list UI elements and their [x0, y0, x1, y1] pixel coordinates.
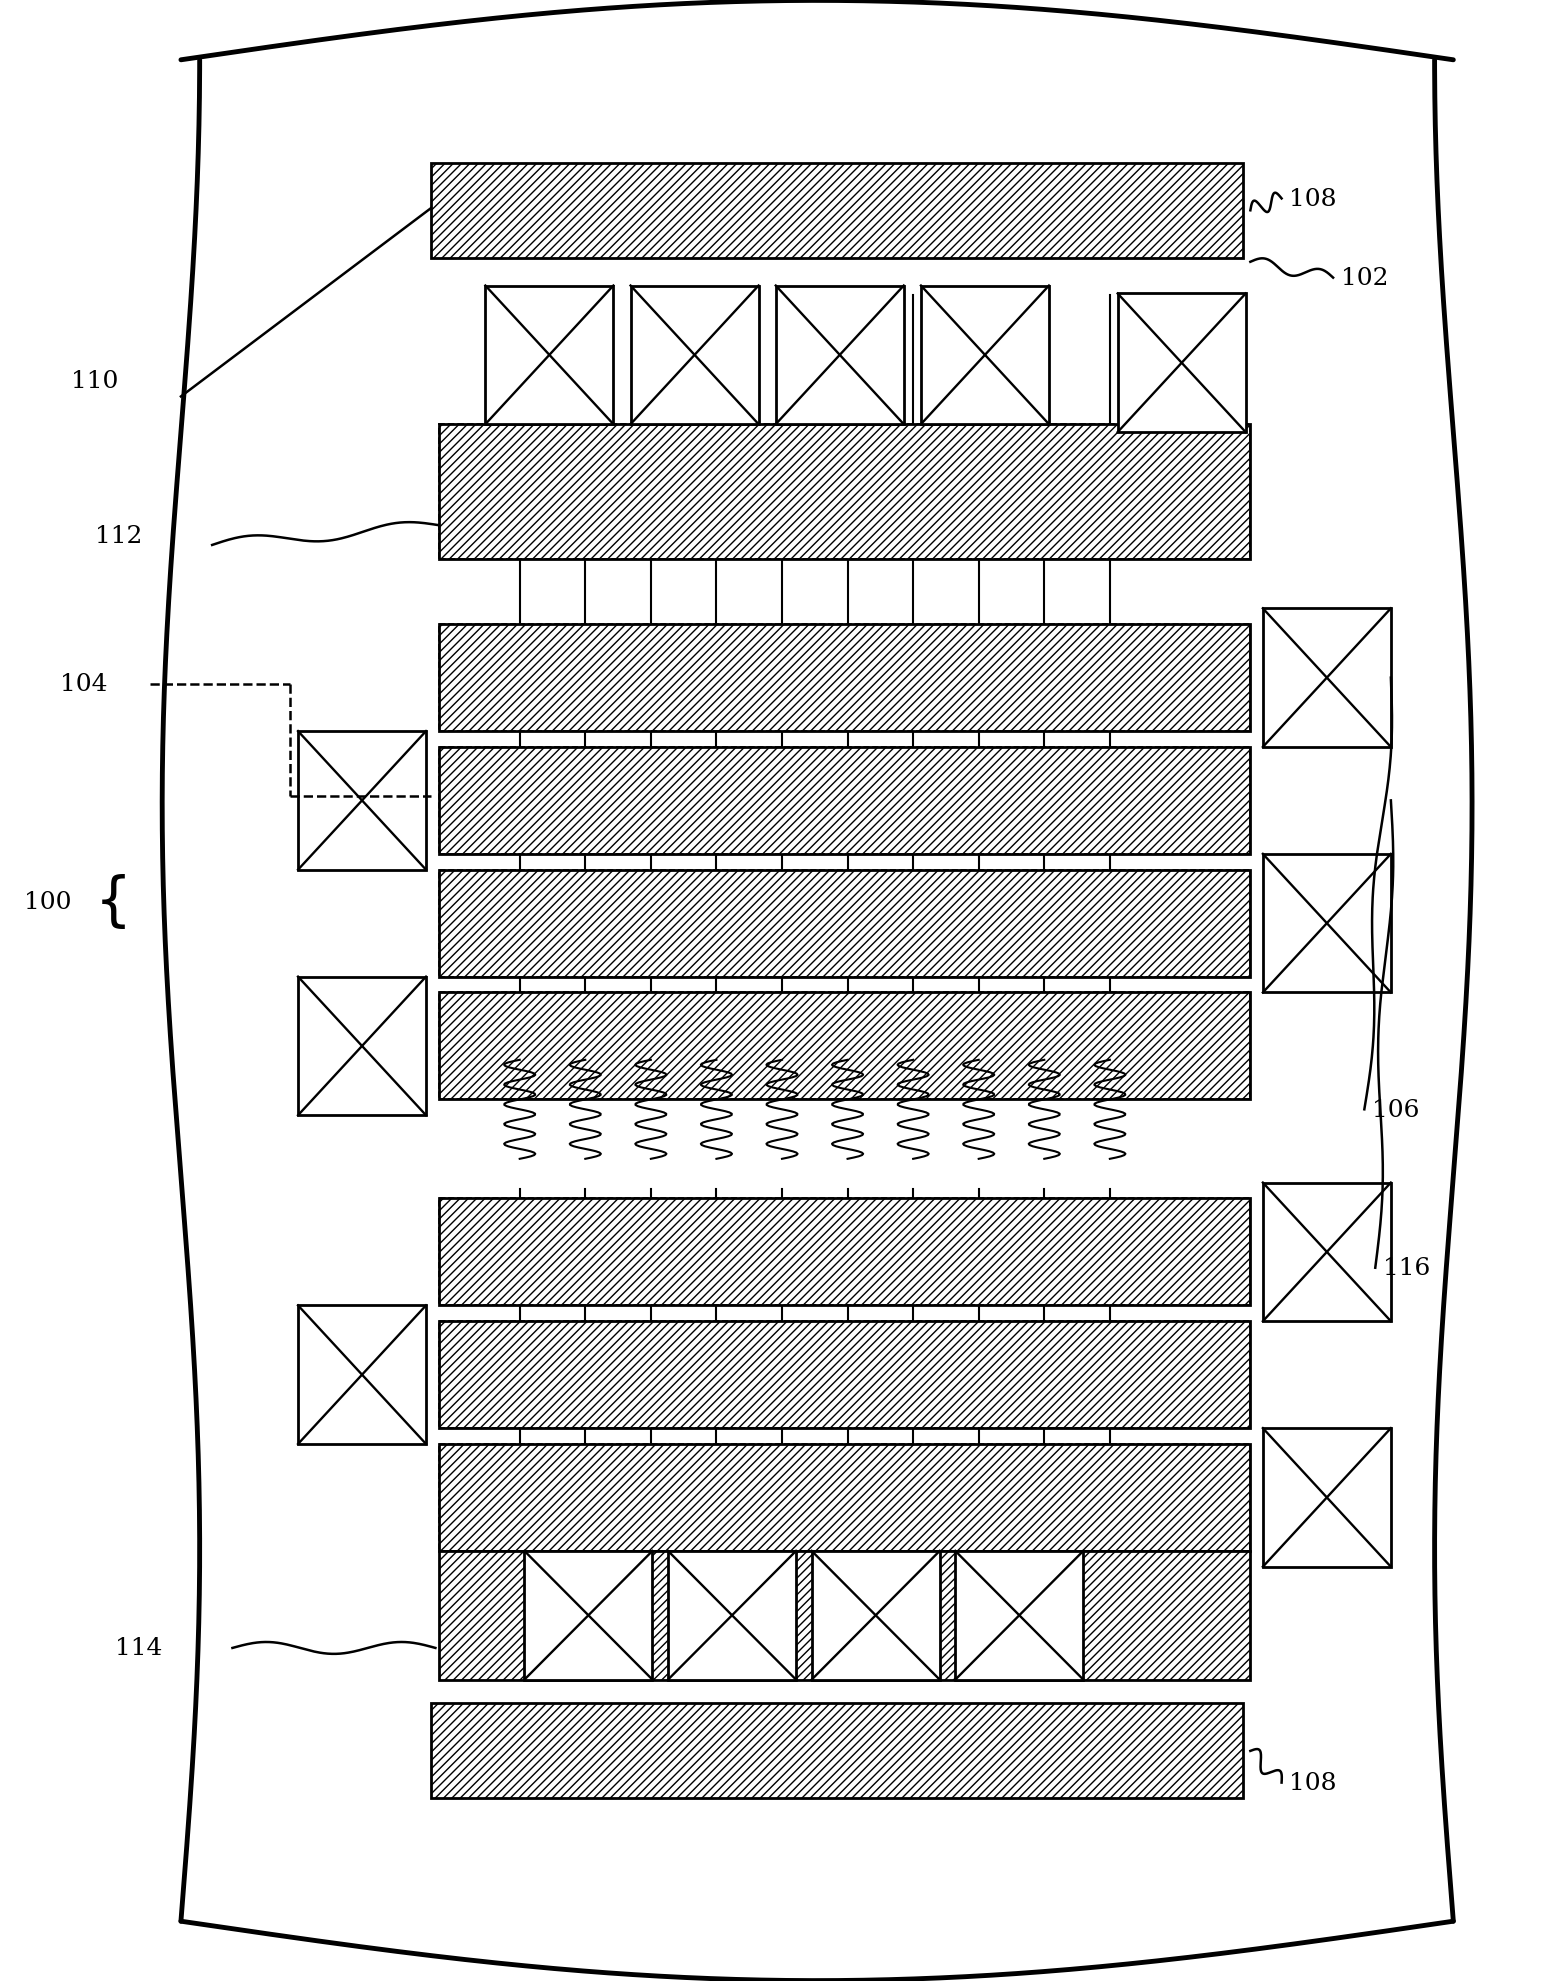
Bar — [438, 993, 1250, 1100]
Bar — [438, 624, 1250, 731]
Bar — [438, 1445, 1250, 1552]
Bar — [1262, 608, 1390, 747]
Bar — [1118, 293, 1245, 432]
Text: 100: 100 — [25, 890, 72, 914]
Bar — [438, 1199, 1250, 1306]
Text: 116: 116 — [1383, 1257, 1431, 1280]
Bar — [524, 1552, 652, 1681]
Text: 102: 102 — [1340, 268, 1389, 289]
Bar — [438, 624, 1250, 731]
Bar — [438, 870, 1250, 977]
Bar — [438, 1322, 1250, 1429]
Bar — [438, 424, 1250, 559]
Bar — [812, 1552, 940, 1681]
Bar — [956, 1552, 1084, 1681]
Text: 112: 112 — [95, 525, 142, 547]
Bar — [438, 1199, 1250, 1306]
Text: 104: 104 — [61, 672, 108, 696]
Bar — [438, 1445, 1250, 1552]
Bar — [299, 1306, 425, 1445]
Bar — [630, 285, 759, 424]
Bar — [776, 285, 904, 424]
Bar — [438, 747, 1250, 854]
Bar — [438, 424, 1250, 559]
Bar — [1262, 1183, 1390, 1322]
Bar — [668, 1552, 796, 1681]
Text: 108: 108 — [1289, 188, 1337, 210]
Bar — [438, 870, 1250, 977]
Bar — [438, 993, 1250, 1100]
Bar — [299, 977, 425, 1116]
Bar — [299, 731, 425, 870]
Bar — [430, 165, 1242, 260]
Text: 106: 106 — [1372, 1098, 1420, 1122]
Bar — [438, 747, 1250, 854]
Bar — [438, 1552, 1250, 1681]
Bar — [430, 1703, 1242, 1798]
Bar — [1262, 854, 1390, 993]
Bar — [921, 285, 1049, 424]
Bar — [485, 285, 613, 424]
Text: {: { — [95, 874, 133, 930]
Bar — [438, 1322, 1250, 1429]
Text: 108: 108 — [1289, 1772, 1337, 1794]
Text: 110: 110 — [72, 371, 119, 392]
Bar — [1262, 1429, 1390, 1568]
Text: 114: 114 — [116, 1637, 163, 1659]
